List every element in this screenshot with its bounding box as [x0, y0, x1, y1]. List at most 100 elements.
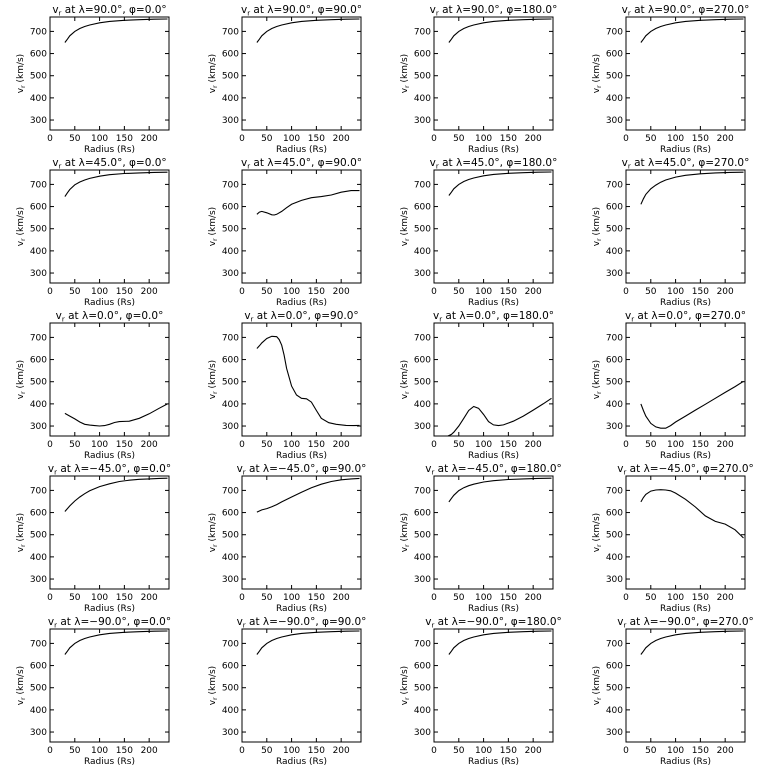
y-tick-label: 500 — [606, 684, 623, 694]
x-tick-label: 200 — [525, 593, 542, 603]
title-subscript: r — [59, 10, 62, 18]
title-deg: ° — [749, 463, 754, 475]
plot-frame — [625, 628, 746, 743]
title-latitude: 90.0 — [471, 4, 494, 16]
y-tick-label: 500 — [414, 684, 431, 694]
title-at: at λ= — [634, 310, 666, 322]
title-v: v — [237, 463, 243, 475]
plot-frame — [49, 322, 170, 437]
x-tick-label: 100 — [91, 134, 108, 144]
title-at: at λ= — [246, 463, 278, 475]
title-longitude: 90.0 — [330, 310, 353, 322]
x-tick-label: 200 — [333, 134, 350, 144]
title-at: at λ= — [253, 310, 285, 322]
x-tick-label: 0 — [47, 440, 53, 450]
series-line — [640, 18, 744, 43]
chart-panel: vr at λ=0.0°, φ=0.0°0 50 100 150 20030040050… — [16, 310, 170, 461]
x-axis-label: Radius (Rs) — [660, 145, 711, 155]
title-longitude: 180.0 — [526, 463, 556, 475]
chart-title: vr at λ=−90.0°, φ=180.0° — [425, 616, 562, 630]
title-longitude: 270.0 — [711, 310, 741, 322]
title-subscript: r — [243, 469, 246, 477]
x-tick-label: 0 — [623, 134, 629, 144]
y-label-v: v — [592, 699, 602, 705]
y-tick-label: 500 — [606, 225, 623, 235]
y-tick-label: 500 — [222, 378, 239, 388]
y-tick-label: 600 — [606, 203, 623, 213]
x-tick-label: 50 — [453, 746, 465, 756]
chart-title: vr at λ=90.0°, φ=90.0° — [241, 4, 362, 18]
y-label-v: v — [16, 393, 26, 399]
x-tick-label: 50 — [69, 287, 81, 297]
y-tick-label: 500 — [222, 684, 239, 694]
y-tick-label: 700 — [222, 639, 239, 649]
y-tick-label: 300 — [30, 575, 47, 585]
x-tick-label: 200 — [717, 746, 734, 756]
title-at: at λ= — [626, 616, 658, 628]
title-deg: ° — [741, 310, 746, 322]
plot-frame — [625, 322, 746, 437]
series-line — [640, 630, 744, 655]
title-v: v — [52, 157, 58, 169]
x-tick-label: 100 — [91, 593, 108, 603]
series-line — [448, 18, 552, 43]
y-tick-label: 700 — [222, 333, 239, 343]
chart-panel: vr at λ=90.0°, φ=180.0°0 50 100 150 20030040… — [400, 4, 557, 155]
y-tick-label: 300 — [606, 575, 623, 585]
y-tick-label: 700 — [30, 333, 47, 343]
x-tick-label: 150 — [500, 134, 517, 144]
title-latitude: 45.0 — [663, 157, 686, 169]
y-tick-label: 700 — [606, 27, 623, 37]
title-longitude: 270.0 — [718, 616, 748, 628]
x-tick-label: 100 — [283, 134, 300, 144]
title-v: v — [241, 157, 247, 169]
title-at: at λ= — [439, 157, 471, 169]
y-tick-label: 500 — [30, 72, 47, 82]
x-tick-label: 150 — [692, 287, 709, 297]
y-tick-label: 600 — [222, 356, 239, 366]
title-sep: °, φ= — [494, 157, 522, 169]
title-subscript: r — [628, 10, 631, 18]
series-line — [256, 18, 360, 43]
x-tick-label: 200 — [525, 746, 542, 756]
y-label-units: (km/s) — [400, 54, 410, 86]
y-tick-label: 600 — [30, 509, 47, 519]
title-latitude: 0.0 — [474, 310, 491, 322]
title-sep: °, φ= — [686, 4, 714, 16]
y-tick-label: 600 — [606, 50, 623, 60]
y-label-subscript: r — [212, 544, 219, 547]
y-axis-label: vr (km/s) — [208, 54, 219, 93]
y-tick-label: 300 — [606, 422, 623, 432]
y-label-subscript: r — [20, 544, 27, 547]
y-tick-label: 300 — [30, 269, 47, 279]
x-tick-label: 50 — [645, 593, 657, 603]
x-tick-label: 100 — [667, 287, 684, 297]
title-at: at λ= — [61, 157, 93, 169]
y-tick-label: 300 — [222, 422, 239, 432]
title-sep: °, φ= — [306, 4, 334, 16]
series-line — [256, 335, 360, 427]
x-tick-label: 0 — [623, 287, 629, 297]
y-axis-label: vr (km/s) — [400, 54, 411, 93]
x-tick-label: 150 — [308, 440, 325, 450]
x-axis-label: Radius (Rs) — [468, 757, 519, 767]
plot-frame — [49, 16, 170, 131]
title-sep: °, φ= — [117, 157, 145, 169]
y-axis-label: vr (km/s) — [400, 513, 411, 552]
series-line — [448, 477, 552, 503]
x-tick-label: 150 — [116, 440, 133, 450]
y-tick-label: 400 — [30, 400, 47, 410]
chart-panel: vr at λ=−45.0°, φ=0.0°0 50 100 150 200300400… — [16, 463, 171, 614]
x-axis-label: Radius (Rs) — [660, 298, 711, 308]
title-longitude: 270.0 — [714, 157, 744, 169]
y-label-subscript: r — [404, 85, 411, 88]
y-label-v: v — [592, 87, 602, 93]
y-tick-label: 300 — [414, 116, 431, 126]
x-tick-label: 50 — [261, 134, 273, 144]
y-axis-label: vr (km/s) — [16, 513, 27, 552]
y-label-v: v — [208, 240, 218, 246]
x-tick-label: 200 — [141, 746, 158, 756]
x-tick-label: 50 — [453, 593, 465, 603]
y-label-subscript: r — [212, 697, 219, 700]
title-latitude: 90.0 — [282, 4, 305, 16]
